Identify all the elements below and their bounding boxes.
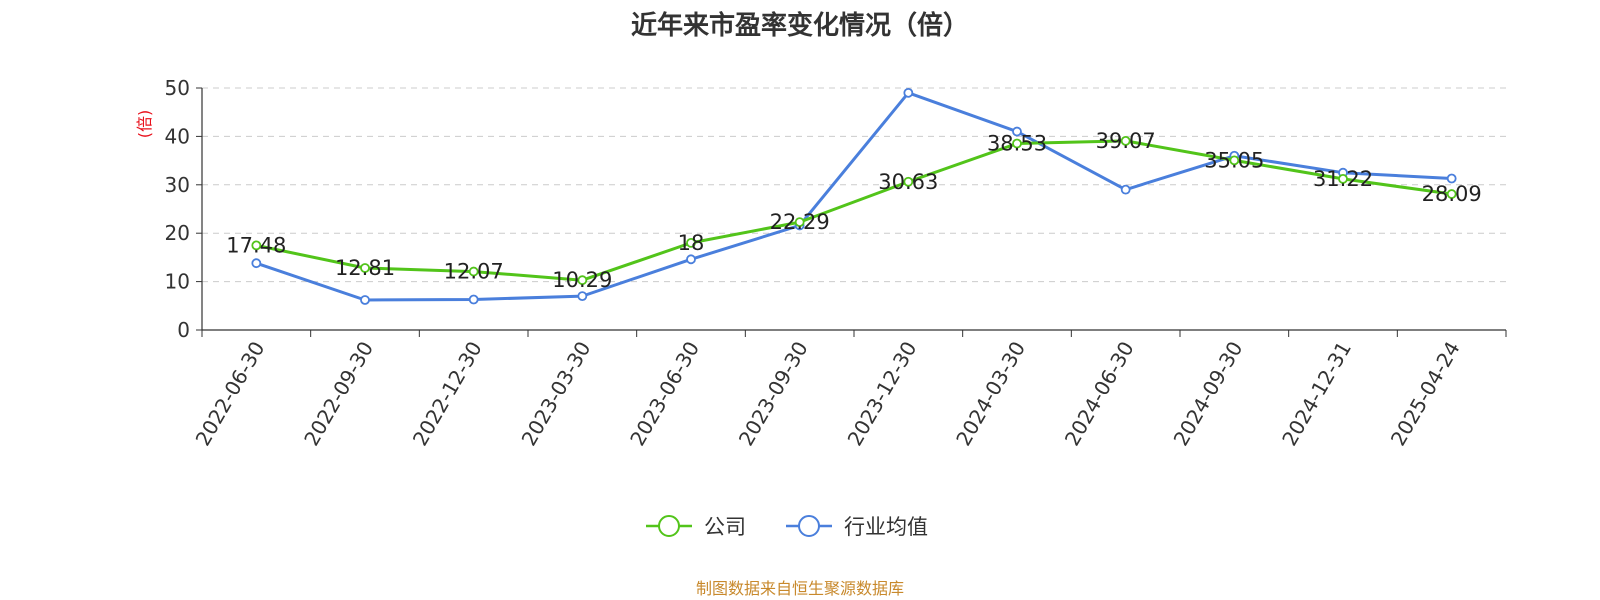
data-point[interactable] [686, 254, 696, 265]
x-tick-label: 2024-09-30 [1169, 337, 1248, 450]
chart-title: 近年来市盈率变化情况（倍） [631, 10, 969, 41]
data-label: 12.81 [335, 256, 395, 280]
legend[interactable]: 公司 行业均值 [646, 515, 928, 539]
data-point[interactable] [794, 217, 805, 228]
x-tick-label: 2024-03-30 [951, 337, 1030, 450]
y-tick-label: 30 [165, 173, 190, 197]
data-point[interactable] [251, 258, 262, 269]
legend-item-industry-average[interactable]: 行业均值 [786, 515, 928, 539]
data-point[interactable] [577, 275, 588, 286]
x-tick-label: 2022-12-30 [408, 337, 487, 450]
y-tick-label: 10 [165, 270, 190, 294]
x-tick-label: 2022-09-30 [299, 337, 378, 450]
data-label: 12.07 [444, 260, 504, 284]
data-label: 35.05 [1204, 148, 1264, 172]
data-point[interactable] [251, 240, 262, 251]
data-label: 38.53 [987, 132, 1047, 156]
series-line [256, 139, 1452, 282]
data-point[interactable] [360, 295, 370, 305]
grid-lines [202, 87, 1506, 283]
series-line [255, 91, 1452, 302]
data-point[interactable] [360, 263, 370, 273]
data-point[interactable] [468, 294, 479, 305]
source-note: 制图数据来自恒生聚源数据库 [696, 579, 904, 598]
series-company [251, 136, 1457, 286]
data-label: 17.48 [226, 233, 286, 257]
legend-marker [798, 515, 820, 537]
y-tick-label: 40 [165, 124, 190, 148]
y-tick-label: 0 [177, 318, 190, 342]
data-point[interactable] [1120, 184, 1131, 195]
legend-label: 公司 [704, 515, 746, 539]
data-point[interactable] [1012, 126, 1022, 137]
legend-label: 行业均值 [844, 515, 928, 539]
data-point[interactable] [1229, 155, 1240, 166]
data-point[interactable] [903, 87, 914, 98]
data-label: 30.63 [878, 170, 938, 194]
data-point[interactable] [468, 266, 479, 277]
data-label: 22.29 [770, 210, 830, 234]
data-labels: 17.48 12.81 12.07 10.29 18 22.29 30.63 38.53 39.… [226, 129, 1481, 292]
x-tick-label: 2023-12-30 [843, 337, 922, 450]
series-industry-average [251, 87, 1457, 305]
data-point[interactable] [1446, 189, 1457, 199]
data-label: 18 [678, 231, 705, 255]
series-layer [251, 87, 1457, 305]
data-label: 39.07 [1096, 129, 1156, 153]
data-point[interactable] [903, 176, 914, 187]
x-tick-label: 2023-06-30 [625, 337, 704, 450]
legend-item-company[interactable]: 公司 [646, 515, 746, 539]
x-tick-label: 2022-06-30 [191, 337, 270, 450]
y-tick-label: 20 [165, 221, 190, 245]
x-tick-label: 2023-03-30 [517, 337, 596, 450]
data-point[interactable] [1012, 138, 1022, 149]
x-tick-label: 2023-09-30 [734, 337, 813, 450]
data-point[interactable] [577, 291, 588, 302]
data-point[interactable] [1120, 136, 1131, 146]
y-axis-unit: (倍) [135, 110, 154, 139]
data-label: 31.22 [1313, 167, 1373, 191]
data-label: 28.09 [1422, 182, 1482, 206]
x-tick-label: 2024-12-31 [1277, 337, 1356, 450]
data-point[interactable] [1446, 173, 1457, 184]
y-tick-label: 50 [165, 76, 190, 100]
legend-marker [658, 515, 680, 537]
x-tick-label: 2024-06-30 [1060, 337, 1139, 450]
data-point[interactable] [1338, 173, 1348, 184]
data-label: 10.29 [552, 268, 612, 292]
x-tick-label: 2025-04-24 [1386, 337, 1465, 450]
data-point[interactable] [686, 237, 696, 248]
